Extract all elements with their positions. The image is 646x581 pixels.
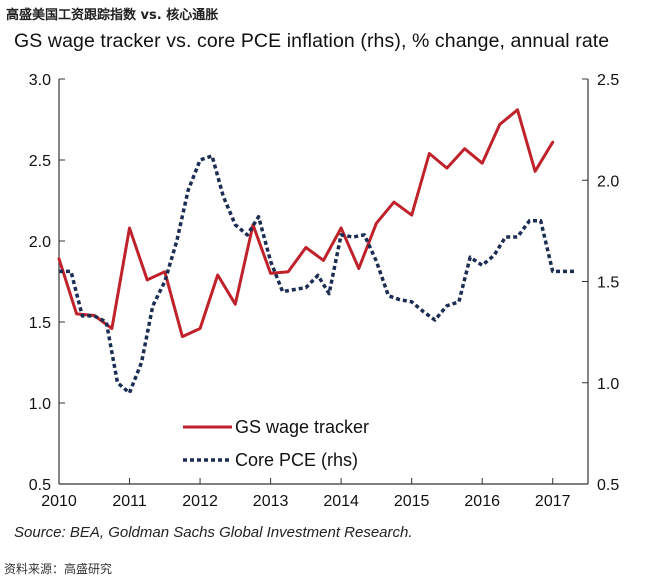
x-tick-label: 2011 [112, 493, 147, 510]
left-tick-label: 1.5 [29, 315, 51, 332]
left-tick-label: 3.0 [29, 72, 51, 89]
left-tick-label: 2.0 [29, 234, 51, 251]
right-tick-label: 1.0 [597, 376, 619, 393]
x-tick-label: 2012 [182, 493, 218, 510]
right-tick-label: 2.0 [597, 173, 619, 190]
cn-title: 高盛美国工资跟踪指数 vs. 核心通胀 [6, 8, 219, 23]
chart-title: GS wage tracker vs. core PCE inflation (… [14, 30, 610, 52]
source-note: Source: BEA, Goldman Sachs Global Invest… [14, 524, 413, 541]
x-tick-label: 2016 [464, 493, 500, 510]
x-tick-label: 2014 [323, 493, 359, 510]
left-tick-label: 1.0 [29, 396, 51, 413]
x-tick-label: 2017 [535, 493, 571, 510]
series-layer [57, 108, 576, 395]
right-axis-ticks: 0.5 1.0 1.5 2.0 2.5 [582, 72, 619, 494]
left-tick-label: 0.5 [29, 477, 51, 494]
x-tick-label: 2010 [41, 493, 77, 510]
legend-item-pce-label: Core PCE (rhs) [235, 450, 358, 470]
cn-footer-note: 资料来源：高盛研究 [4, 562, 113, 576]
x-tick-label: 2013 [253, 493, 289, 510]
right-tick-label: 1.5 [597, 275, 619, 292]
x-tick-label: 2015 [394, 493, 430, 510]
chart-legend: GS wage tracker Core PCE (rhs) [183, 417, 369, 470]
left-tick-label: 2.5 [29, 153, 51, 170]
wage-tracker-line [57, 108, 555, 339]
core-pce-line [59, 154, 576, 395]
right-tick-label: 2.5 [597, 72, 619, 89]
left-axis-ticks: 0.5 1.0 1.5 2.0 2.5 3.0 [29, 72, 65, 494]
legend-item-wage-label: GS wage tracker [235, 417, 369, 437]
x-axis-ticks: 2010 2011 2012 2013 2014 2015 2016 2017 [41, 478, 571, 510]
right-tick-label: 0.5 [597, 477, 619, 494]
